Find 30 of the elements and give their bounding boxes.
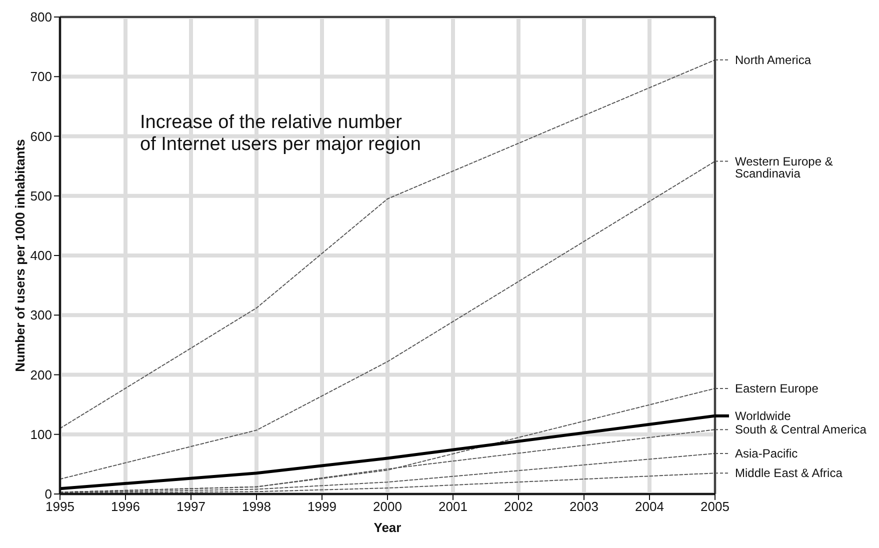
y-tick-label: 400 [30,248,52,264]
legend-label: South & Central America [735,422,867,437]
x-tick-label: 1998 [242,499,271,514]
x-tick-label: 2001 [438,499,468,514]
y-tick-label: 200 [30,367,52,382]
x-tick-label: 2004 [635,499,664,514]
text: Increase of the relative number of Internet users per major region [140,112,421,155]
x-axis-title: Year [374,520,402,535]
x-tick-label: 2002 [504,499,533,514]
legend-label: Middle East & Africa [735,466,843,480]
legend-label: Asia-Pacific [735,446,798,460]
x-tick-label: 1995 [46,499,74,514]
legend-label: Worldwide [735,408,792,423]
x-tick-label: 2003 [570,499,598,514]
x-tick-label: 1996 [111,499,140,514]
legend-label: Western Europe & Scandinavia [735,154,833,180]
x-tick-label: 1997 [176,499,206,514]
legend-label: North America [735,52,812,67]
y-tick-label: 600 [30,128,52,144]
y-tick-label: 100 [30,426,52,442]
x-tick-label: 2005 [700,499,730,514]
y-tick-label: 0 [44,486,52,502]
x-tick-label: 1999 [308,499,336,514]
x-tick-label: 2000 [373,499,402,514]
y-tick-label: 300 [30,308,52,323]
y-tick-label: 700 [30,69,52,84]
legend-label: Eastern Europe [735,381,819,396]
y-axis-title: Number of users per 1000 inhabitants [12,139,28,372]
y-tick-label: 800 [30,10,52,25]
y-tick-label: 500 [30,188,52,204]
